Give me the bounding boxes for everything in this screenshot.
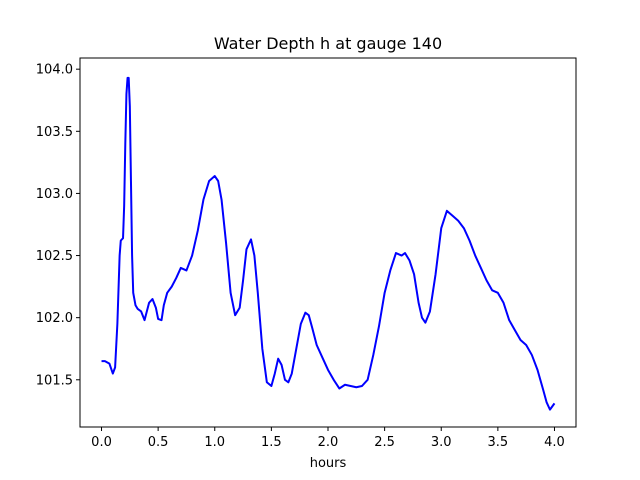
x-axis-label: hours	[310, 456, 347, 471]
x-tick-label: 2.5	[374, 435, 395, 450]
y-tick-label: 103.5	[36, 125, 73, 140]
x-tick-label: 2.0	[318, 435, 339, 450]
x-tick-label: 0.5	[148, 435, 169, 450]
x-tick-label: 0.0	[91, 435, 112, 450]
x-tick-label: 4.0	[544, 435, 565, 450]
y-tick-label: 102.0	[36, 311, 73, 326]
x-tick-label: 3.0	[431, 435, 452, 450]
series-line-0	[101, 76, 556, 411]
x-tick-label: 1.5	[261, 435, 282, 450]
x-tick-label: 3.5	[488, 435, 509, 450]
plot-area	[101, 76, 556, 411]
x-tick-label: 1.0	[204, 435, 225, 450]
y-tick-label: 103.0	[36, 187, 73, 202]
y-tick-label: 101.5	[36, 373, 73, 388]
axes: 0.0 0.5 1.0 1.5 2.0 2.5 3.0 3.5 4.0 101.5 102.0 102…	[36, 57, 577, 450]
chart-title: Water Depth h at gauge 140	[214, 34, 442, 53]
y-tick-label: 102.5	[36, 249, 73, 264]
y-tick-label: 104.0	[36, 63, 73, 78]
